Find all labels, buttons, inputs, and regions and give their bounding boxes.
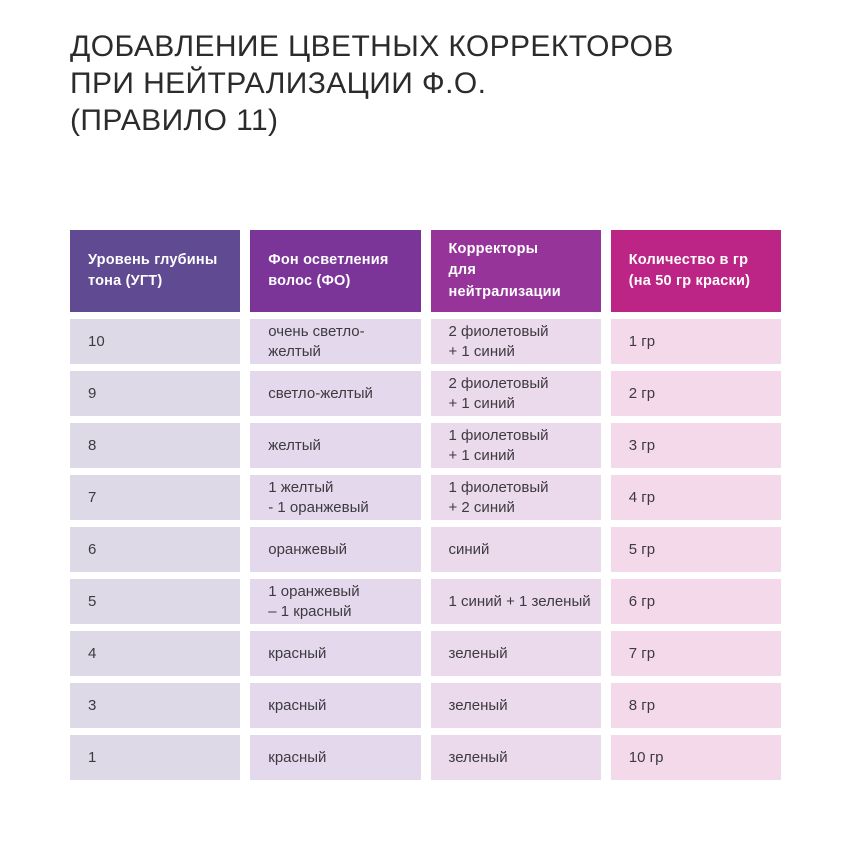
table-cell: 5 xyxy=(70,579,241,624)
table-cell: красный xyxy=(250,683,421,728)
table-cell: 1 синий + 1 зеленый xyxy=(430,579,601,624)
table-cell: 1 фиолетовый + 2 синий xyxy=(430,475,601,520)
correctors-table: Уровень глубины тона (УГТ) Фон осветления… xyxy=(70,230,781,780)
column-header-amount: Количество в гр (на 50 гр краски) xyxy=(610,230,781,312)
table-cell: 4 xyxy=(70,631,241,676)
column-header-ugt: Уровень глубины тона (УГТ) xyxy=(70,230,241,312)
table-cell: 7 xyxy=(70,475,241,520)
table-cell: 1 гр xyxy=(610,319,781,364)
table-cell: синий xyxy=(430,527,601,572)
table-cell: зеленый xyxy=(430,735,601,780)
table-cell: 9 xyxy=(70,371,241,416)
table-cell: 10 гр xyxy=(610,735,781,780)
table-cell: оранжевый xyxy=(250,527,421,572)
table-cell: 4 гр xyxy=(610,475,781,520)
column-header-correctors: Корректоры для нейтрализации xyxy=(430,230,601,312)
table-cell: зеленый xyxy=(430,683,601,728)
table-cell: 1 оранжевый – 1 красный xyxy=(250,579,421,624)
table-cell: 6 xyxy=(70,527,241,572)
page-title: ДОБАВЛЕНИЕ ЦВЕТНЫХ КОРРЕКТОРОВ ПРИ НЕЙТР… xyxy=(70,28,790,139)
table-cell: 5 гр xyxy=(610,527,781,572)
table-cell: 8 xyxy=(70,423,241,468)
table-cell: 3 гр xyxy=(610,423,781,468)
page-title-line-2: ПРИ НЕЙТРАЛИЗАЦИИ Ф.О. xyxy=(70,67,487,100)
table-cell: 10 xyxy=(70,319,241,364)
table-cell: красный xyxy=(250,631,421,676)
page-title-line-1: ДОБАВЛЕНИЕ ЦВЕТНЫХ КОРРЕКТОРОВ xyxy=(70,30,674,63)
table-cell: желтый xyxy=(250,423,421,468)
table-cell: 2 фиолетовый + 1 синий xyxy=(430,319,601,364)
table-cell: 2 фиолетовый + 1 синий xyxy=(430,371,601,416)
table-cell: 8 гр xyxy=(610,683,781,728)
table-cell: 3 xyxy=(70,683,241,728)
table-cell: 7 гр xyxy=(610,631,781,676)
column-header-fo: Фон осветления волос (ФО) xyxy=(250,230,421,312)
table-cell: 1 желтый - 1 оранжевый xyxy=(250,475,421,520)
table-cell: очень светло-желтый xyxy=(250,319,421,364)
table-cell: светло-желтый xyxy=(250,371,421,416)
table-cell: 1 xyxy=(70,735,241,780)
table-cell: 2 гр xyxy=(610,371,781,416)
table-cell: красный xyxy=(250,735,421,780)
table-cell: 6 гр xyxy=(610,579,781,624)
table-cell: зеленый xyxy=(430,631,601,676)
page-title-line-3: (ПРАВИЛО 11) xyxy=(70,104,279,137)
table-cell: 1 фиолетовый + 1 синий xyxy=(430,423,601,468)
